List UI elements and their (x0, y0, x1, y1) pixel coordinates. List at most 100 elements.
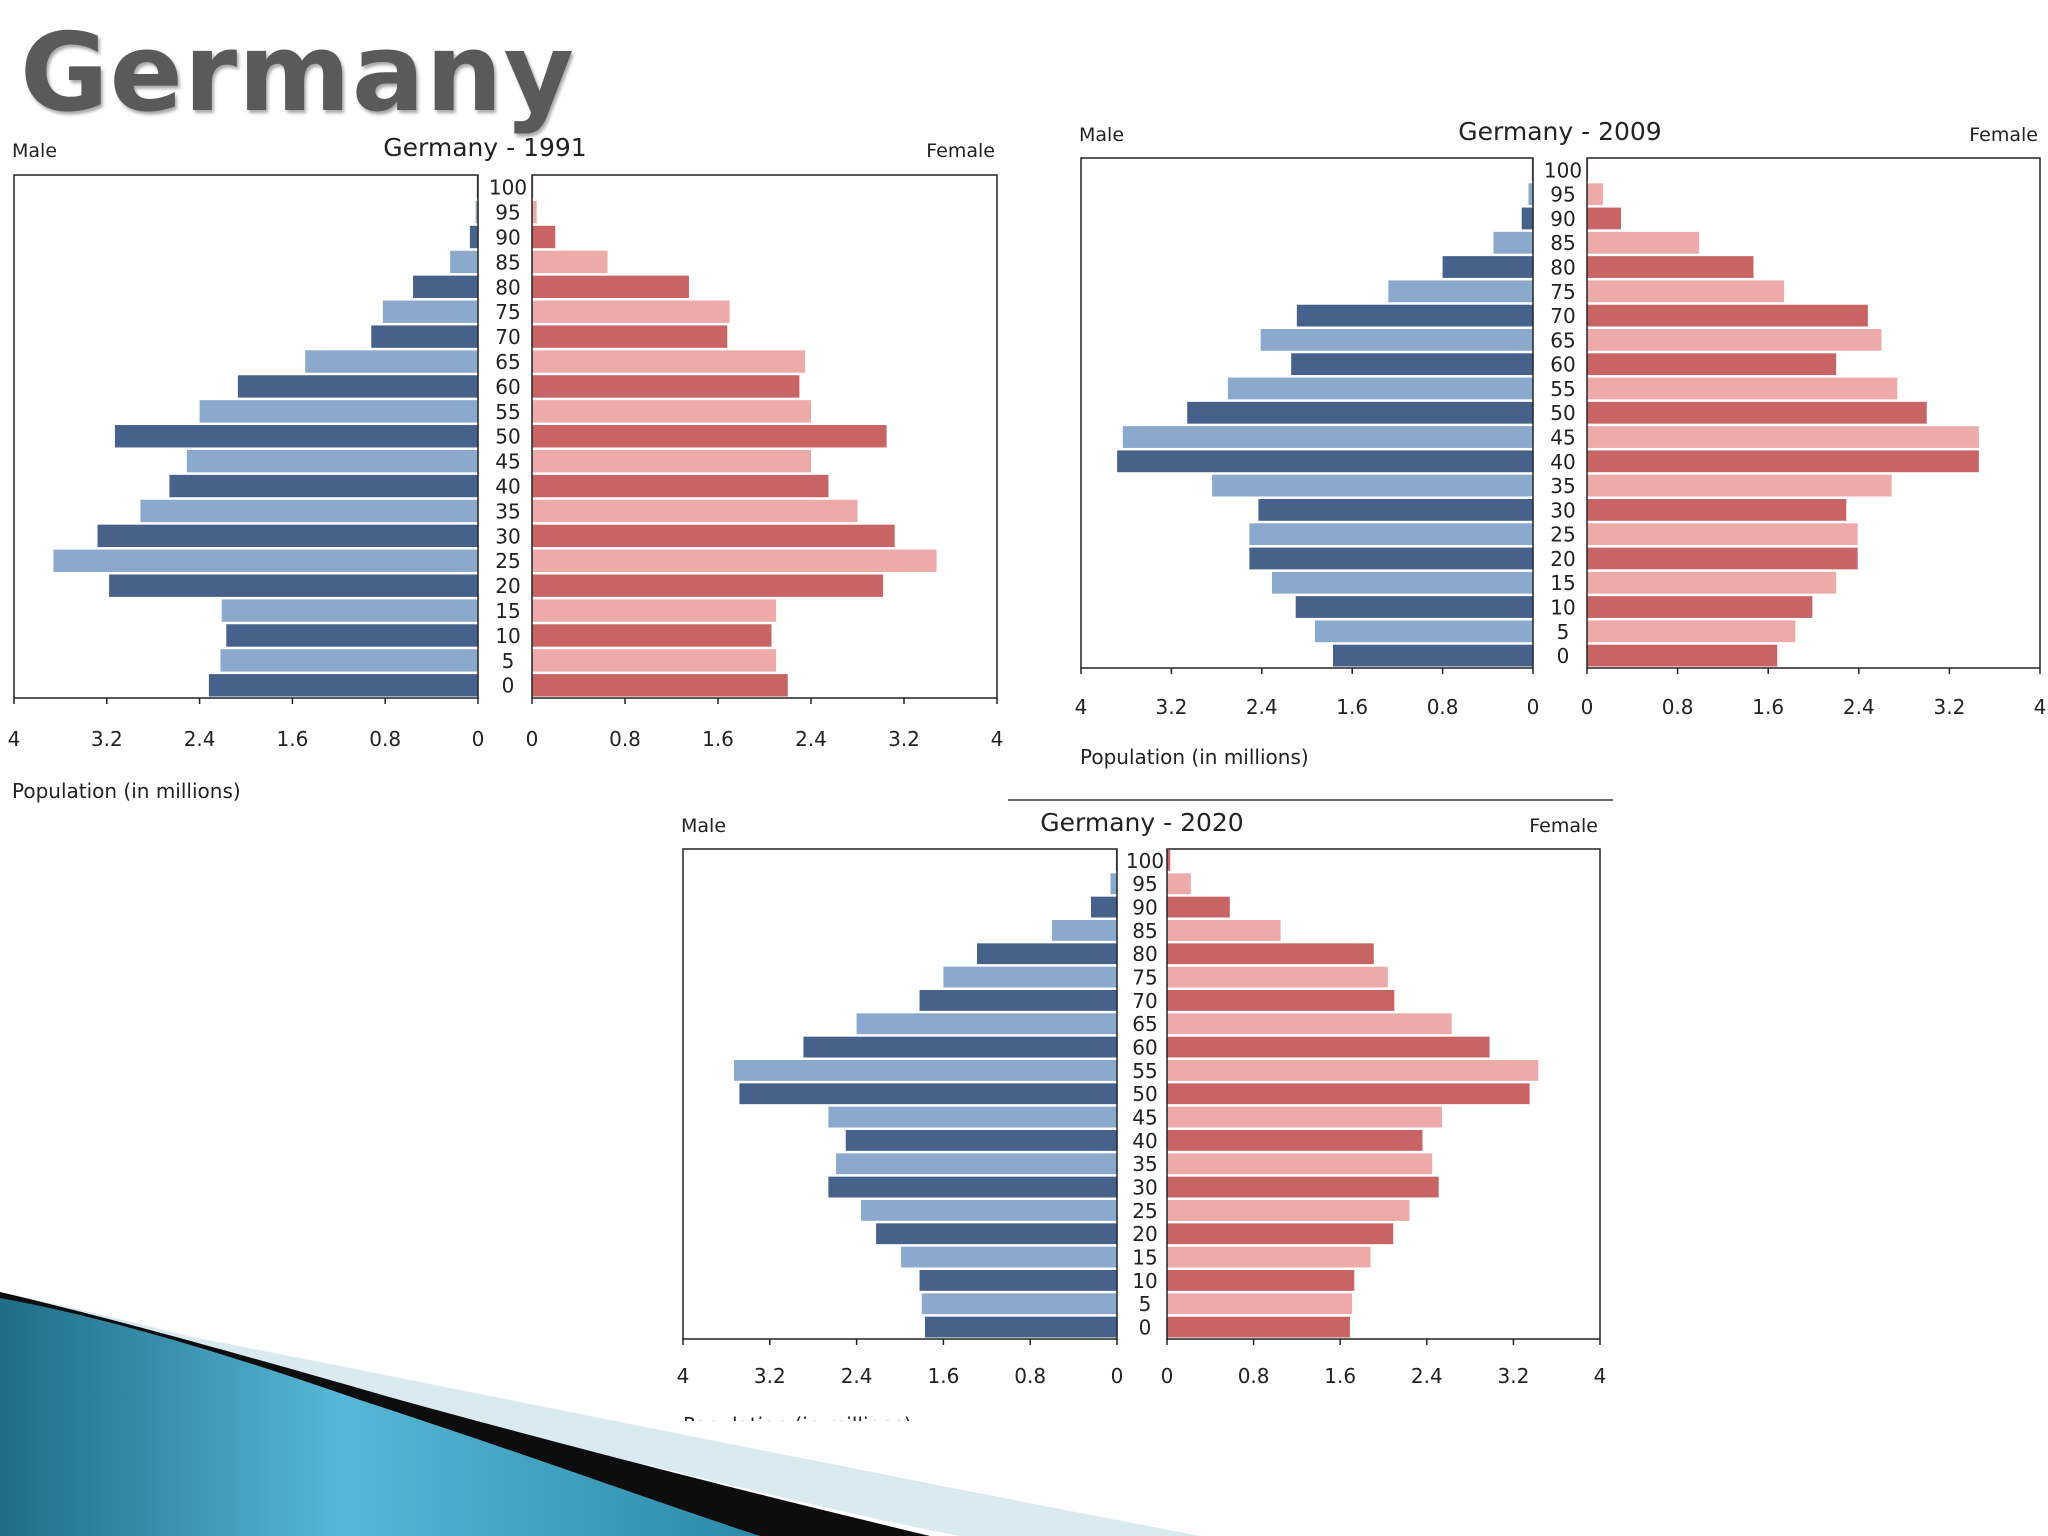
age-label-80: 80 (1132, 942, 1157, 966)
age-label-100: 100 (1126, 849, 1164, 873)
female-bar-age-5 (532, 649, 777, 672)
female-bar-age-75 (532, 300, 730, 323)
male-bar-age-45 (1122, 426, 1533, 448)
age-label-100: 100 (1544, 158, 1582, 182)
female-bar-age-35 (1587, 474, 1892, 497)
male-bar-age-55 (199, 400, 478, 423)
female-bar-age-40 (1167, 1130, 1423, 1151)
female-bar-age-35 (1167, 1153, 1433, 1175)
female-xtick-label: 4 (2034, 695, 2047, 719)
male-bar-age-30 (828, 1176, 1117, 1198)
female-bar-age-90 (1167, 896, 1230, 918)
age-label-60: 60 (1550, 353, 1575, 377)
age-label-5: 5 (1139, 1292, 1152, 1316)
male-bar-age-15 (1271, 571, 1533, 594)
male-xtick-label: 1.6 (1336, 695, 1368, 719)
chart-group: 0510152025303540455055606570758085909510… (8, 133, 1004, 803)
female-bar-age-65 (532, 350, 806, 373)
male-bar-age-85 (1051, 920, 1117, 941)
age-label-20: 20 (1132, 1222, 1157, 1246)
female-bar-age-70 (1167, 990, 1395, 1011)
female-bar-age-100 (1167, 850, 1171, 871)
age-label-10: 10 (495, 624, 520, 648)
age-label-65: 65 (1132, 1012, 1157, 1036)
female-xtick-label: 0.8 (1662, 695, 1694, 719)
male-xtick-label: 2.4 (841, 1364, 873, 1388)
male-xtick-label: 0 (472, 727, 485, 751)
male-bar-age-10 (919, 1270, 1117, 1291)
female-bar-age-50 (532, 425, 887, 448)
age-label-100: 100 (489, 176, 527, 200)
male-xtick-label: 0.8 (369, 727, 401, 751)
female-xtick-label: 4 (1594, 1364, 1607, 1388)
age-label-25: 25 (1132, 1199, 1157, 1223)
age-label-50: 50 (1550, 401, 1575, 425)
age-label-70: 70 (1132, 989, 1157, 1013)
age-label-15: 15 (1550, 571, 1575, 595)
male-bar-age-20 (1249, 547, 1533, 570)
male-bar-age-40 (169, 474, 478, 498)
female-bar-age-5 (1587, 620, 1796, 643)
male-bar-age-85 (1493, 231, 1533, 254)
male-bar-age-80 (977, 943, 1117, 965)
female-bar-age-10 (532, 624, 772, 647)
male-xtick-label: 0 (1111, 1364, 1124, 1388)
female-plot-frame (531, 174, 998, 699)
female-bar-age-15 (1167, 1246, 1371, 1268)
male-bar-age-15 (901, 1246, 1117, 1268)
age-label-40: 40 (1550, 450, 1575, 474)
chart-title: Germany - 2009 (1458, 117, 1661, 146)
female-xtick-label: 0.8 (609, 727, 641, 751)
female-side-label: Female (926, 140, 995, 162)
male-bar-age-0 (208, 674, 478, 697)
age-label-40: 40 (1132, 1129, 1157, 1153)
x-axis-label: Population (in millions) (683, 1413, 912, 1437)
male-xtick-label: 2.4 (1246, 695, 1278, 719)
age-label-55: 55 (495, 400, 520, 424)
female-bar-age-20 (532, 574, 884, 597)
age-label-45: 45 (1132, 1106, 1157, 1130)
male-bar-age-45 (186, 449, 478, 473)
age-label-75: 75 (495, 300, 520, 324)
female-xtick-label: 3.2 (1933, 695, 1965, 719)
male-bar-age-55 (1227, 377, 1533, 400)
female-xtick-label: 0 (1581, 695, 1594, 719)
female-bar-age-25 (1587, 523, 1858, 546)
male-bar-age-5 (1314, 620, 1533, 643)
male-bar-age-20 (109, 574, 479, 597)
age-label-55: 55 (1550, 377, 1575, 401)
chart-title: Germany - 2020 (1040, 808, 1243, 837)
age-label-15: 15 (495, 599, 520, 623)
female-bar-age-65 (1167, 1013, 1452, 1035)
male-bar-age-5 (921, 1293, 1117, 1315)
female-bar-age-55 (1167, 1060, 1539, 1081)
female-bar-age-5 (1167, 1293, 1353, 1315)
female-xtick-label: 0.8 (1238, 1364, 1270, 1388)
female-bar-age-70 (1587, 304, 1868, 327)
male-bar-age-65 (305, 350, 478, 373)
female-bar-age-20 (1587, 547, 1858, 570)
male-bar-age-75 (1388, 280, 1533, 303)
age-label-85: 85 (495, 250, 520, 274)
age-label-90: 90 (1550, 207, 1575, 231)
female-bar-age-45 (1167, 1106, 1442, 1128)
female-bar-age-60 (532, 375, 800, 398)
male-bar-age-60 (803, 1036, 1117, 1058)
male-bar-age-55 (733, 1060, 1117, 1081)
male-xtick-label: 1.6 (276, 727, 308, 751)
female-bar-age-60 (1167, 1036, 1490, 1058)
female-bar-age-45 (1587, 426, 1979, 448)
male-bar-age-90 (469, 225, 478, 249)
age-label-60: 60 (495, 375, 520, 399)
male-xtick-label: 4 (677, 1364, 690, 1388)
age-label-80: 80 (495, 275, 520, 299)
male-bar-age-15 (221, 599, 478, 622)
male-xtick-label: 3.2 (754, 1364, 786, 1388)
female-side-label: Female (1529, 815, 1598, 837)
female-xtick-label: 2.4 (1411, 1364, 1443, 1388)
age-label-0: 0 (502, 674, 515, 698)
female-bar-age-85 (532, 250, 608, 274)
